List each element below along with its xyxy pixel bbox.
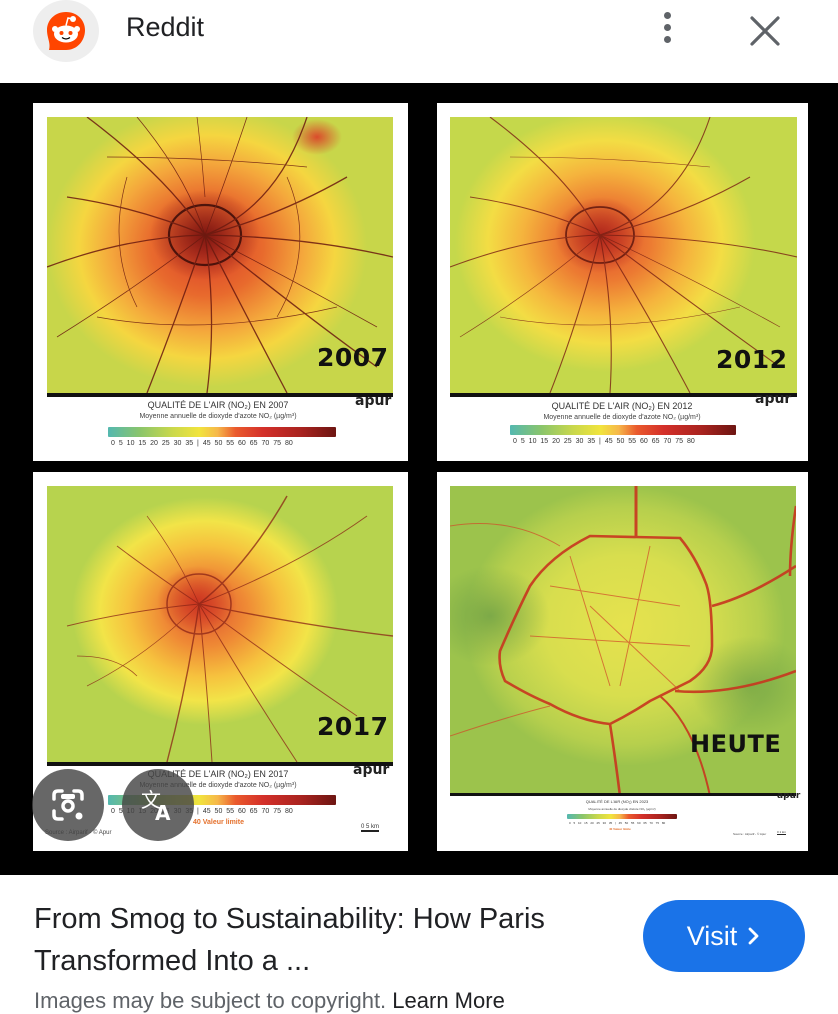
scale-ticks: 0 5 10 15 20 25 30 35 | 45 50 55 60 65 7… [111, 808, 293, 815]
google-lens-icon [52, 789, 84, 821]
caption-title: QUALITÉ DE L'AIR (NO₂) EN 2023 [585, 799, 649, 804]
caption-subtitle: Moyenne annuelle de dioxyde d'azote NO₂ … [543, 414, 701, 421]
color-scale [567, 814, 677, 819]
caption-subtitle: Moyenne annuelle de dioxyde d'azote NO₂ … [588, 807, 656, 811]
reddit-logo-icon [47, 12, 85, 50]
chevron-right-icon [748, 927, 759, 945]
more-options-button[interactable] [656, 12, 678, 48]
close-button[interactable] [746, 12, 784, 50]
road-network [47, 117, 393, 393]
road-network [66, 495, 393, 762]
map-panel-2007: 2007 apur QUALITÉ DE L'AIR (NO₂) EN 2007… [33, 103, 408, 461]
road-network [450, 486, 796, 796]
google-lens-button[interactable] [32, 769, 104, 841]
caption-title: QUALITÉ DE L'AIR (NO₂) EN 2007 [147, 400, 289, 410]
source-label: Source : Airparif - © Apur [733, 832, 767, 836]
map-divider [450, 393, 797, 397]
color-scale [108, 427, 336, 437]
heatmap-2012: 2012 [450, 117, 797, 393]
road-network [450, 117, 797, 393]
learn-more-link[interactable]: Learn More [392, 988, 505, 1013]
apur-logo: apur [353, 762, 390, 778]
map-panel-2012: 2012 apur QUALITÉ DE L'AIR (NO₂) EN 2012… [437, 103, 808, 461]
copyright-text: Images may be subject to copyright. [34, 988, 387, 1013]
year-label: 2007 [317, 343, 389, 372]
site-logo[interactable] [33, 0, 99, 62]
more-vert-icon-dot [663, 24, 671, 31]
translate-icon: 文 A [141, 788, 171, 825]
map-panel-2017: 2017 apur QUALITÉ DE L'AIR (NO₂) EN 2017… [33, 472, 408, 851]
more-vert-icon [663, 12, 671, 19]
caption-title: QUALITÉ DE L'AIR (NO₂) EN 2017 [147, 769, 289, 779]
translate-button[interactable]: 文 A [122, 769, 194, 841]
limit-value-label: 40 Valeur limite [609, 827, 631, 831]
km-scale: 0 5 km [361, 824, 380, 832]
caption-title: QUALITÉ DE L'AIR (NO₂) EN 2012 [551, 401, 693, 411]
more-vert-icon-dot [663, 36, 671, 43]
preview-image[interactable]: 2007 apur QUALITÉ DE L'AIR (NO₂) EN 2007… [0, 83, 838, 875]
map-divider [450, 793, 796, 796]
heatmap-2017: 2017 [47, 486, 393, 762]
scale-ticks: 0 5 10 15 20 25 30 35 | 45 50 55 60 65 7… [513, 438, 695, 445]
result-title[interactable]: From Smog to Sustainability: How Paris T… [34, 903, 545, 977]
map-panel-heute: HEUTE apur QUALITÉ DE L'AIR (NO₂) EN 202… [437, 472, 808, 851]
caption-subtitle: Moyenne annuelle de dioxyde d'azote NO₂ … [139, 413, 297, 420]
year-label: HEUTE [690, 730, 782, 758]
caption-subtitle: Moyenne annuelle de dioxyde d'azote NO₂ … [139, 782, 297, 789]
color-scale [510, 425, 736, 435]
header-bar: Reddit [0, 0, 838, 83]
visit-button[interactable]: Visit [643, 900, 805, 972]
scale-ticks: 0 5 10 15 20 25 30 35 | 45 50 55 60 65 7… [111, 440, 293, 447]
km-scale: 0 1 km [777, 830, 787, 835]
svg-text:文: 文 [141, 788, 161, 812]
map-divider [47, 393, 393, 397]
scale-ticks: 0 5 10 15 20 25 30 35 | 45 50 55 60 65 7… [569, 821, 666, 825]
heatmap-heute: HEUTE [450, 486, 796, 796]
copyright-notice: Images may be subject to copyright. Lear… [34, 988, 505, 1014]
site-name: Reddit [126, 12, 205, 42]
color-scale [108, 795, 336, 805]
apur-logo: apur [777, 791, 801, 801]
map-divider [47, 762, 393, 766]
svg-text:A: A [155, 801, 171, 825]
visit-label: Visit [686, 920, 738, 951]
year-label: 2017 [317, 712, 389, 741]
apur-logo: apur [755, 391, 792, 407]
year-label: 2012 [716, 345, 788, 374]
apur-logo: apur [355, 393, 392, 409]
limit-value-label: 40 Valeur limite [193, 819, 244, 826]
heatmap-2007: 2007 [47, 117, 393, 393]
close-icon [750, 16, 780, 46]
